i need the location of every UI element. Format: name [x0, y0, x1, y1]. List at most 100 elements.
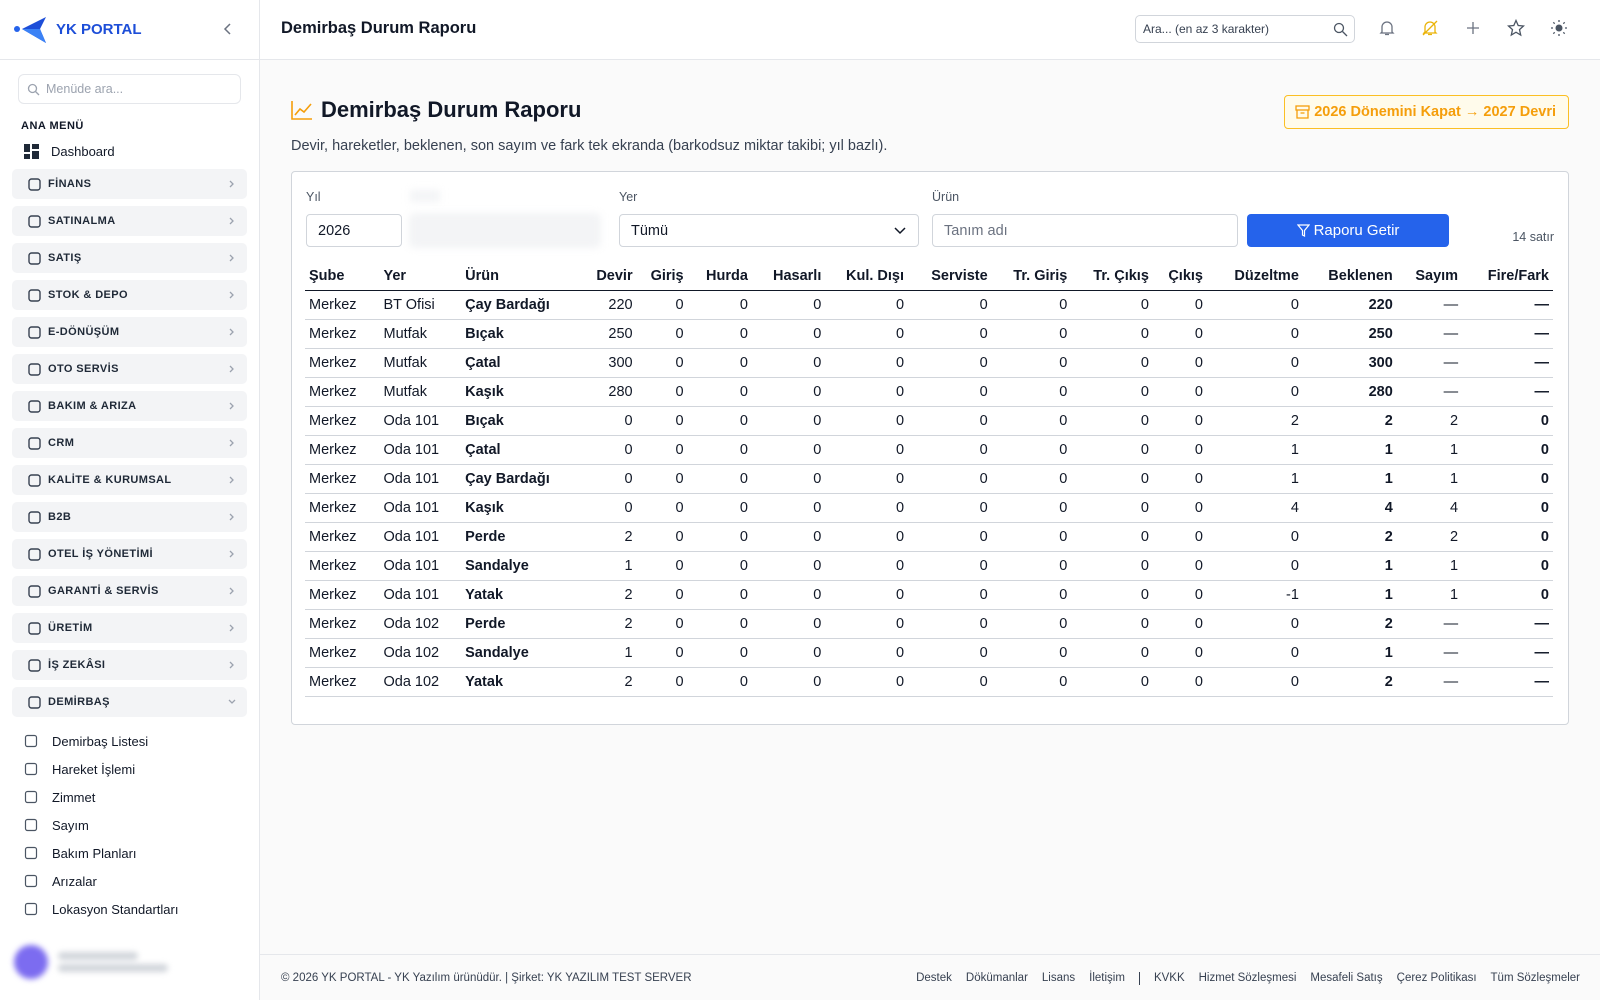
theme-button[interactable] [1550, 19, 1568, 37]
page-description: Devir, hareketler, beklenen, son sayım v… [291, 138, 888, 154]
table-cell: 300 [583, 348, 637, 378]
brand[interactable]: YK PORTAL [0, 0, 259, 60]
table-cell: 0 [1152, 348, 1207, 378]
table-cell: 0 [636, 435, 688, 465]
menu-group[interactable]: B2B [12, 502, 247, 532]
footer-link[interactable]: Mesafeli Satış [1310, 972, 1383, 984]
add-button[interactable] [1464, 19, 1482, 37]
table-cell: 0 [1152, 377, 1207, 407]
submenu-item[interactable]: Zimmet [0, 783, 259, 811]
table-cell: 0 [751, 551, 826, 581]
menu-group-label: OTO SERVİS [48, 363, 119, 375]
group-icon [28, 436, 41, 450]
footer-link[interactable]: Hizmet Sözleşmesi [1198, 972, 1297, 984]
table-cell: 0 [751, 406, 826, 436]
group-icon [28, 214, 41, 228]
global-search[interactable]: Ara... (en az 3 karakter) [1135, 15, 1355, 43]
table-cell: Oda 101 [379, 493, 462, 523]
table-cell: — [1462, 319, 1553, 349]
mute-button[interactable] [1421, 19, 1439, 37]
dashboard-label: Dashboard [51, 143, 115, 159]
report-table: Şube Yer Ürün Devir Giriş Hurda Hasarlı Kul. Dı… [305, 262, 1553, 697]
collapse-button[interactable] [222, 22, 234, 36]
menu-group[interactable]: OTEL İŞ YÖNETİMİ [12, 539, 247, 569]
table-cell: 0 [751, 290, 826, 320]
favorites-button[interactable] [1507, 19, 1525, 37]
menu-group[interactable]: OTO SERVİS [12, 354, 247, 384]
menu-group[interactable]: BAKIM & ARIZA [12, 391, 247, 421]
product-input[interactable]: Tanım adı [932, 214, 1238, 247]
table-cell: 0 [991, 377, 1072, 407]
submenu-item[interactable]: Demirbaş Listesi [0, 727, 259, 755]
footer-link[interactable]: İletişim [1089, 972, 1125, 984]
footer-link[interactable]: Destek [916, 972, 952, 984]
table-cell: 0 [1071, 638, 1153, 668]
place-label: Yer [619, 190, 638, 204]
footer-link[interactable]: KVKK [1153, 972, 1185, 984]
group-icon [28, 473, 41, 487]
table-cell: 0 [825, 290, 909, 320]
table-cell: Oda 102 [379, 638, 462, 668]
menu-group[interactable]: SATIŞ [12, 243, 247, 273]
footer-link[interactable]: Lisans [1041, 972, 1076, 984]
submenu-item[interactable]: Sayım [0, 811, 259, 839]
table-cell: 0 [1071, 493, 1153, 523]
run-report-button[interactable]: Raporu Getir [1247, 214, 1449, 247]
footer-link[interactable]: Çerez Politikası [1396, 972, 1477, 984]
menu-group-label: GARANTİ & SERVİS [48, 585, 159, 597]
submenu-icon [24, 790, 38, 804]
close-period-button[interactable]: 2026 Dönemini Kapat → 2027 Devri [1284, 95, 1569, 129]
chevron [229, 291, 234, 299]
submenu-item[interactable]: Arızalar [0, 867, 259, 895]
footer-link[interactable]: Tüm Sözleşmeler [1490, 972, 1580, 984]
table-cell: 0 [908, 667, 992, 697]
menu-group[interactable]: FİNANS [12, 169, 247, 199]
menu-group[interactable]: E-DÖNÜŞÜM [12, 317, 247, 347]
menu-search[interactable]: Menüde ara... [18, 74, 241, 104]
table-cell: 250 [1302, 319, 1397, 349]
menu-group[interactable]: GARANTİ & SERVİS [12, 576, 247, 606]
table-cell: 1 [1396, 551, 1463, 581]
table-cell: Merkez [305, 551, 380, 581]
table-cell: 0 [687, 493, 752, 523]
menu-group[interactable]: SATINALMA [12, 206, 247, 236]
table-cell: Perde [461, 522, 584, 552]
table-row: Merkez Mutfak Çatal 300 0 0 0 0 0 0 0 0 0 300— — [305, 348, 1553, 378]
table-cell: Çay Bardağı [461, 290, 584, 320]
menu-group-label: OTEL İŞ YÖNETİMİ [48, 548, 154, 560]
place-select[interactable]: Tümü [619, 214, 919, 247]
table-cell: -1 [1206, 580, 1303, 610]
table-cell: 1 [1206, 435, 1303, 465]
table-cell: 0 [687, 406, 752, 436]
chevron [229, 217, 234, 225]
submenu-item[interactable]: Bakım Planları [0, 839, 259, 867]
submenu-item[interactable]: Lokasyon Standartları [0, 895, 259, 923]
blurred-select[interactable] [410, 214, 600, 247]
menu-group[interactable]: CRM [12, 428, 247, 458]
table-cell: 0 [908, 493, 992, 523]
menu-group[interactable]: DEMİRBAŞ [12, 687, 247, 717]
table-row: Merkez BT Ofisi Çay Bardağı 220 0 0 0 0 0 0 0 0 0 220… [305, 290, 1553, 320]
table-cell: 0 [908, 551, 992, 581]
menu-group[interactable]: STOK & DEPO [12, 280, 247, 310]
notifications-button[interactable] [1378, 19, 1396, 37]
table-cell: 0 [825, 551, 909, 581]
table-cell: 0 [1206, 551, 1303, 581]
submenu-label: Arızalar [52, 873, 97, 889]
user-card[interactable] [14, 945, 168, 979]
table-row: Merkez Oda 101 Çatal 0 0 0 0 0 0 0 0 0 1 1 1 0 [305, 435, 1553, 465]
table-cell: — [1396, 377, 1463, 407]
column-header: Beklenen [1302, 262, 1397, 291]
table-cell: 0 [687, 638, 752, 668]
table-cell: 220 [1302, 290, 1397, 320]
table-cell: 4 [1302, 493, 1397, 523]
submenu-item[interactable]: Hareket İşlemi [0, 755, 259, 783]
menu-group[interactable]: ÜRETİM [12, 613, 247, 643]
menu-group[interactable]: İŞ ZEKÂSI [12, 650, 247, 680]
footer-link[interactable]: Dökümanlar [965, 972, 1028, 984]
menu-group[interactable]: KALİTE & KURUMSAL [12, 465, 247, 495]
group-icon [28, 251, 41, 265]
year-input[interactable]: 2026 [306, 214, 402, 247]
dashboard-link[interactable]: Dashboard [24, 140, 259, 162]
